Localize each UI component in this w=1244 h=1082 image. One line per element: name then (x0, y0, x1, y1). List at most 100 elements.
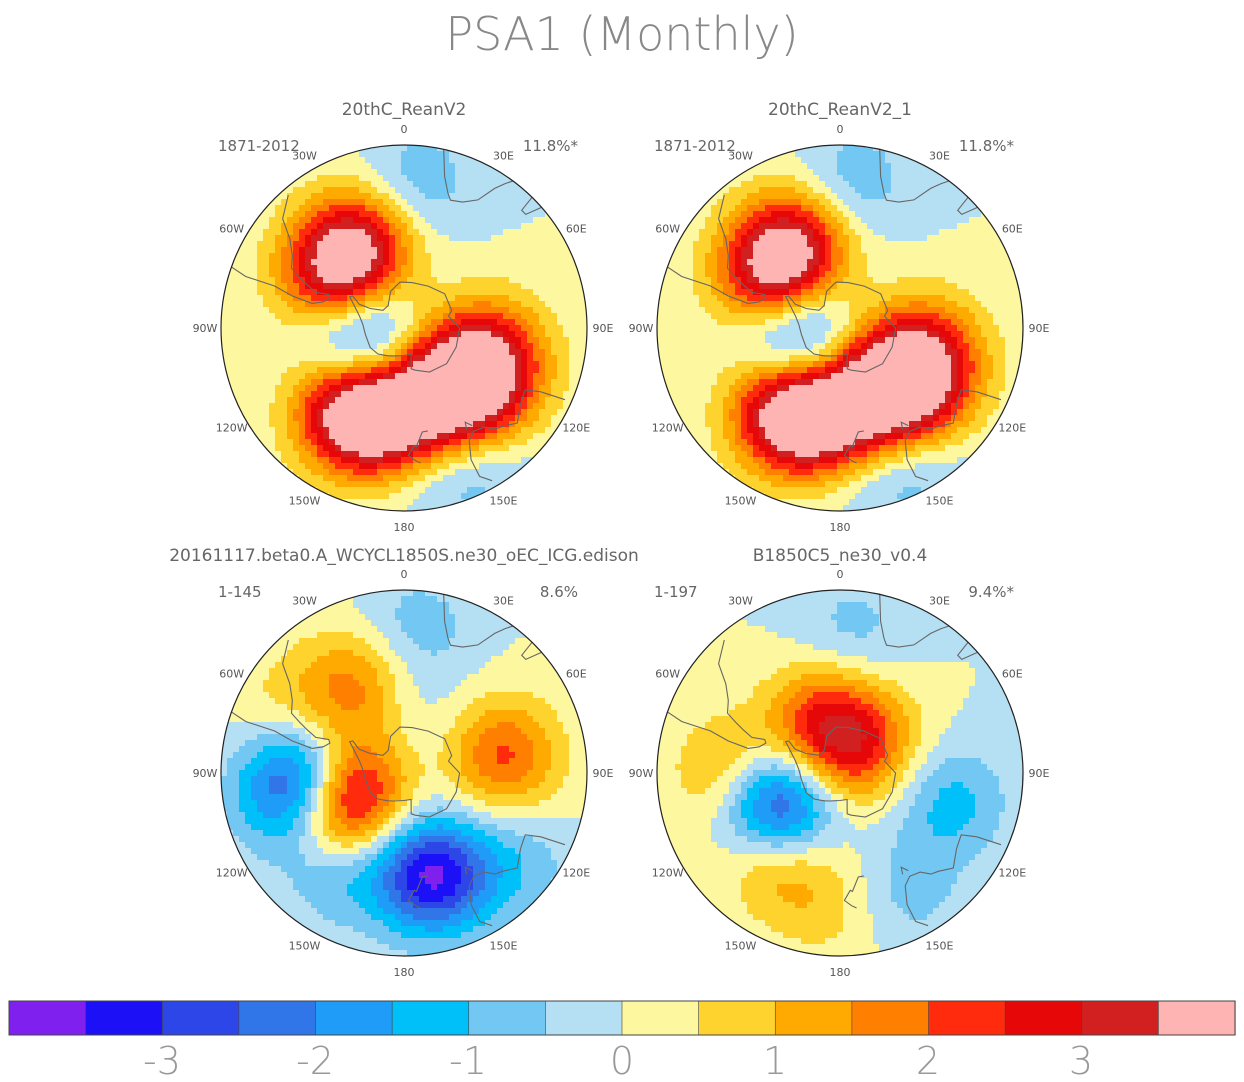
contour-cell (533, 217, 540, 224)
contour-cell (461, 175, 468, 182)
contour-cell (365, 157, 372, 164)
contour-cell (341, 319, 348, 326)
contour-cell (407, 313, 414, 320)
contour-cell (245, 241, 252, 248)
contour-cell (681, 289, 688, 296)
contour-cell (359, 283, 366, 290)
contour-cell (443, 403, 450, 410)
contour-cell (449, 415, 456, 422)
contour-cell (819, 151, 826, 158)
contour-cell (963, 349, 970, 356)
contour-cell (813, 289, 820, 296)
contour-cell (389, 451, 396, 458)
contour-cell (293, 205, 300, 212)
contour-cell (903, 295, 910, 302)
contour-cell (705, 331, 712, 338)
contour-cell (365, 307, 372, 314)
panel-variance: 11.8%* (523, 137, 579, 155)
contour-cell (317, 313, 324, 320)
contour-cell (419, 301, 426, 308)
contour-cell (467, 205, 474, 212)
contour-cell (825, 217, 832, 224)
contour-cell (801, 289, 808, 296)
contour-cell (807, 199, 814, 206)
contour-cell (741, 241, 748, 248)
contour-cell (717, 181, 724, 188)
contour-cell (933, 313, 940, 320)
contour-cell (485, 193, 492, 200)
contour-cell (521, 181, 528, 188)
contour-cell (861, 265, 868, 272)
contour-cell (323, 355, 330, 362)
contour-cell (663, 349, 670, 356)
contour-cell (515, 193, 522, 200)
contour-cell (461, 319, 468, 326)
contour-cell (759, 289, 766, 296)
contour-cell (837, 211, 844, 218)
contour-cell (479, 475, 486, 482)
contour-cell (311, 295, 318, 302)
contour-cell (371, 385, 378, 392)
contour-cell (245, 277, 252, 284)
contour-cell (879, 355, 886, 362)
contour-cell (401, 199, 408, 206)
contour-cell (395, 493, 402, 500)
contour-cell (455, 463, 462, 470)
contour-cell (927, 325, 934, 332)
contour-cell (957, 217, 964, 224)
contour-cell (569, 259, 576, 266)
contour-cell (401, 205, 408, 212)
contour-cell (473, 313, 480, 320)
contour-cell (723, 301, 730, 308)
contour-cell (413, 427, 420, 434)
contour-cell (957, 223, 964, 230)
contour-cell (533, 415, 540, 422)
contour-cell (563, 247, 570, 254)
contour-cell (675, 295, 682, 302)
contour-cell (897, 343, 904, 350)
contour-cell (861, 175, 868, 182)
contour-cell (467, 355, 474, 362)
contour-cell (323, 481, 330, 488)
contour-cell (287, 259, 294, 266)
contour-cell (437, 415, 444, 422)
contour-cell (287, 265, 294, 272)
contour-cell (479, 463, 486, 470)
contour-cell (443, 391, 450, 398)
contour-cell (867, 151, 874, 158)
contour-cell (293, 391, 300, 398)
contour-cell (221, 271, 228, 278)
contour-cell (419, 373, 426, 380)
contour-cell (497, 421, 504, 428)
contour-cell (801, 235, 808, 242)
contour-cell (951, 301, 958, 308)
contour-cell (503, 379, 510, 386)
contour-cell (263, 361, 270, 368)
contour-cell (831, 247, 838, 254)
contour-cell (873, 157, 880, 164)
contour-cell (323, 301, 330, 308)
contour-cell (479, 163, 486, 170)
contour-cell (389, 469, 396, 476)
contour-cell (975, 211, 982, 218)
contour-cell (437, 421, 444, 428)
contour-cell (563, 361, 570, 368)
contour-cell (867, 283, 874, 290)
contour-cell (783, 229, 790, 236)
contour-cell (515, 187, 522, 194)
contour-cell (431, 205, 438, 212)
contour-cell (437, 361, 444, 368)
contour-cell (389, 331, 396, 338)
contour-cell (921, 235, 928, 242)
contour-cell (795, 151, 802, 158)
contour-cell (323, 277, 330, 284)
contour-cell (563, 253, 570, 260)
contour-cell (539, 283, 546, 290)
contour-cell (545, 301, 552, 308)
contour-cell (407, 331, 414, 338)
contour-cell (1005, 271, 1012, 278)
contour-cell (251, 397, 258, 404)
contour-cell (969, 277, 976, 284)
contour-cell (699, 259, 706, 266)
contour-cell (437, 397, 444, 404)
